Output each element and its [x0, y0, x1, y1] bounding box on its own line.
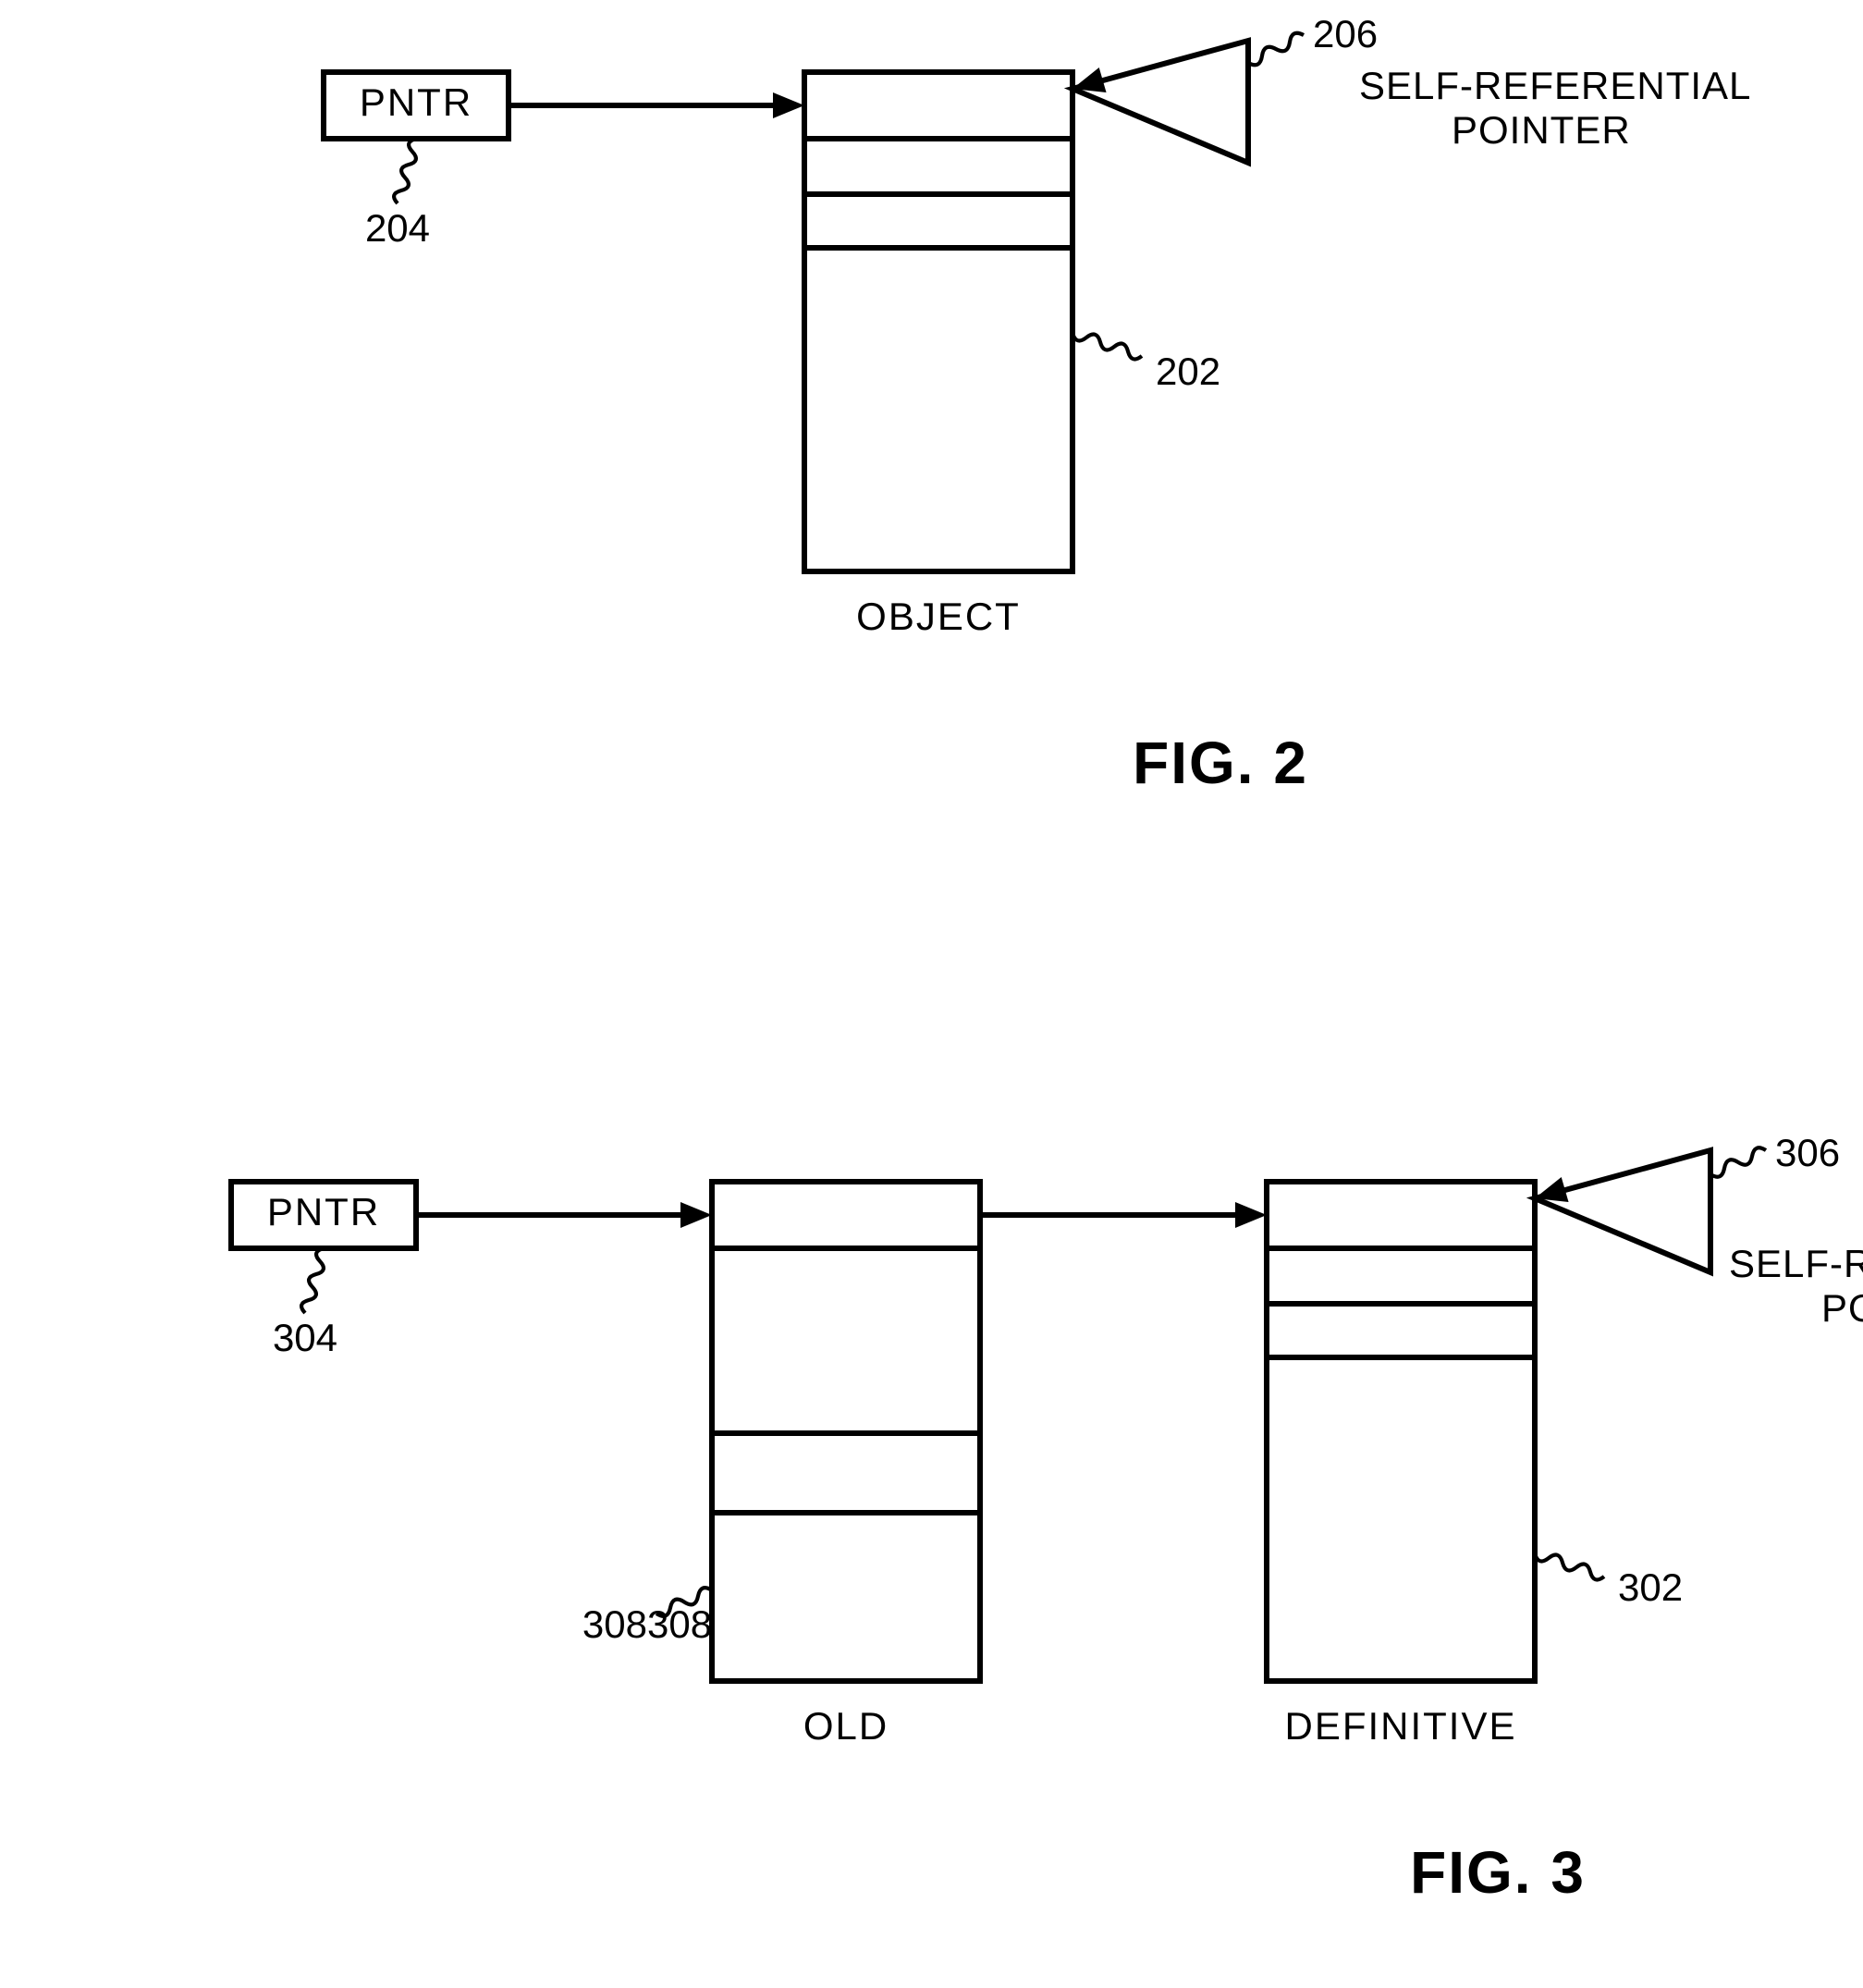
fig2-pntr-lead — [394, 139, 416, 203]
fig3-pntr-lead — [301, 1248, 324, 1313]
fig2-object-lead — [1072, 333, 1142, 359]
fig3-old-ref: 308 — [582, 1602, 647, 1646]
fig3-selfref-label: SELF-REFERENTIAL — [1729, 1242, 1863, 1285]
fig2-selfref-label2: POINTER — [1452, 108, 1631, 152]
fig2-selfref-loop — [1072, 41, 1248, 163]
fig3-definitive-box — [1267, 1182, 1535, 1681]
fig2-object-label: OBJECT — [856, 595, 1021, 638]
fig2-object-ref: 202 — [1156, 350, 1220, 393]
fig3-pntr-label: PNTR — [267, 1190, 380, 1233]
fig3-old-label: OLD — [803, 1704, 889, 1748]
fig3-pntr-ref: 304 — [273, 1316, 337, 1359]
fig3-title: FIG. 3 — [1410, 1839, 1586, 1906]
fig3-definitive-label: DEFINITIVE — [1284, 1704, 1516, 1748]
fig3-definitive-lead — [1535, 1553, 1604, 1579]
fig3-old-ref: 308 — [647, 1602, 712, 1646]
fig2-pntr-ref: 204 — [365, 206, 430, 250]
fig2-selfref-label: SELF-REFERENTIAL — [1359, 64, 1751, 107]
fig2-selfref-lead — [1248, 33, 1304, 66]
fig3-selfref-ref: 306 — [1775, 1131, 1840, 1174]
fig2-object-box — [804, 72, 1072, 571]
fig2-selfref-ref: 206 — [1313, 12, 1378, 55]
fig2-pntr-label: PNTR — [360, 80, 472, 124]
fig3-definitive-ref: 302 — [1618, 1565, 1683, 1609]
fig3-selfref-label2: POINTER — [1821, 1286, 1863, 1330]
fig3-selfref-loop — [1535, 1150, 1710, 1272]
fig3-selfref-lead — [1710, 1147, 1766, 1176]
fig2-title: FIG. 2 — [1133, 730, 1308, 796]
